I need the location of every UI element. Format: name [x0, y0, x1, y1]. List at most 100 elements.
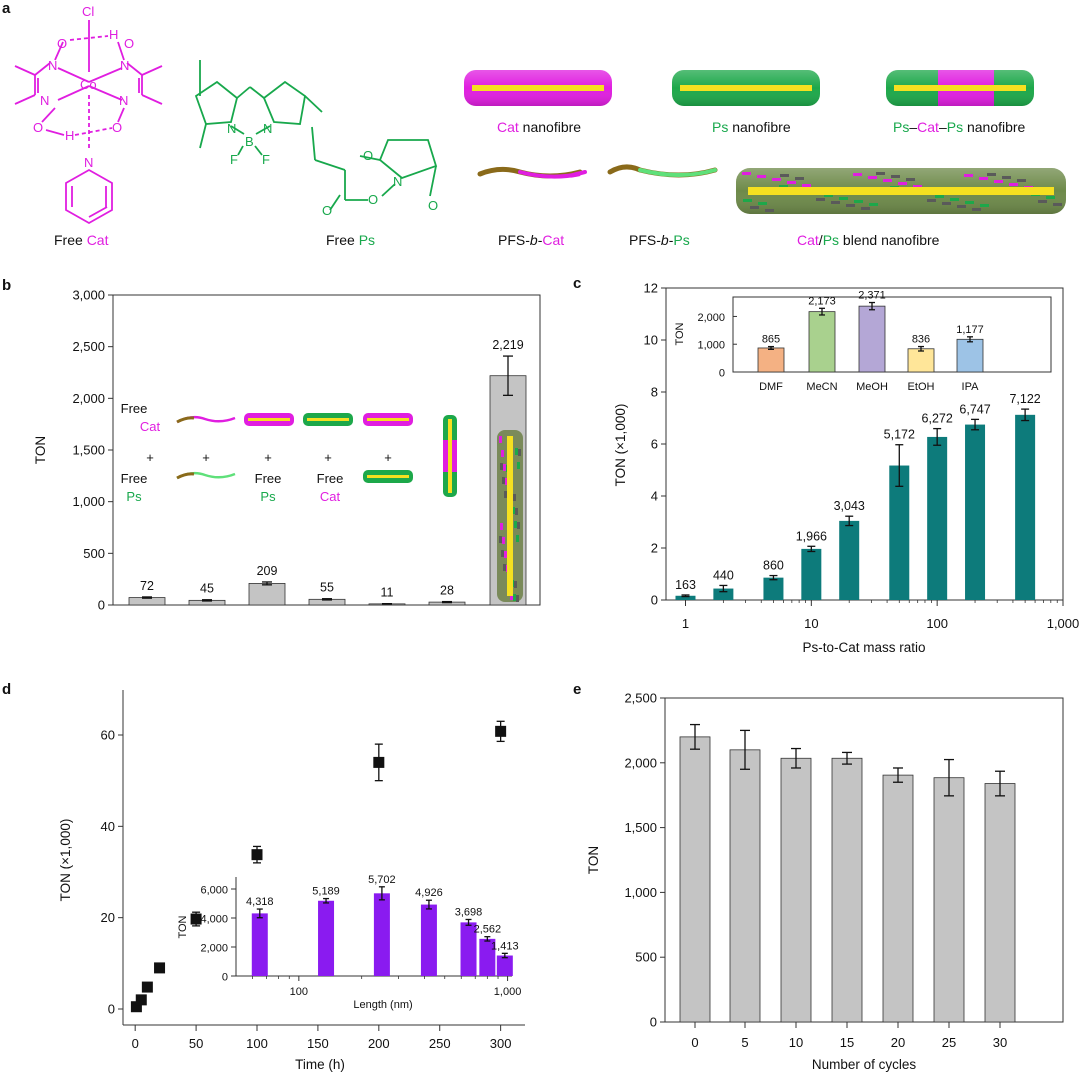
- inset-bar-value-label: 1,413: [491, 940, 519, 952]
- atom-label: F: [230, 152, 238, 167]
- y-axis: 0 20 40 60: [101, 728, 123, 1017]
- y-tick-label: 2,000: [72, 391, 105, 406]
- bar: [839, 520, 860, 600]
- atom-label: N: [120, 58, 129, 73]
- fibre-speckle: [1017, 179, 1026, 182]
- y-tick-label: 2,000: [200, 943, 228, 955]
- y-tick-label: 60: [101, 728, 115, 743]
- y-tick-label: 0: [719, 368, 725, 380]
- x-tick-label: 100: [246, 1036, 268, 1051]
- x-tick-label: 0: [691, 1035, 698, 1050]
- bar: [889, 465, 910, 600]
- legend-free-text: Free: [121, 471, 148, 486]
- y-tick-label: 12: [644, 281, 658, 296]
- bodipy-structure: [194, 60, 438, 211]
- fibre-speckle: [499, 436, 502, 443]
- panel-a-label: a: [2, 0, 11, 17]
- x-tick-label: 25: [942, 1035, 956, 1050]
- fibre-speckle: [502, 537, 505, 544]
- atom-label: O: [112, 120, 122, 135]
- inset-bar-value-label: 4,926: [415, 887, 443, 899]
- y-axis-label: TON: [586, 846, 601, 874]
- fibre-speckle: [906, 178, 915, 181]
- fibre-speckle: [972, 208, 981, 211]
- inset-bar: [460, 922, 477, 976]
- atom-label: O: [33, 120, 43, 135]
- inset-bar-value-label: 865: [762, 334, 780, 346]
- inset-y-axis-label: TON: [674, 322, 686, 345]
- fibre-speckle: [514, 581, 517, 588]
- atom-label: N: [119, 93, 128, 108]
- fibre-speckle: [957, 205, 966, 208]
- panel-d: d 0 20 40 60 0 50 100 150 200 250 300 TON (×1,000…: [2, 681, 525, 1072]
- x-tick-label: 250: [429, 1036, 451, 1051]
- atom-label: O: [428, 198, 438, 213]
- atom-label: N: [40, 93, 49, 108]
- ps-nanofibre-label: Ps nanofibre: [712, 119, 791, 135]
- legend-pfs-segment: [176, 472, 195, 480]
- fibre-speckle: [868, 176, 877, 179]
- atom-label: B: [245, 134, 254, 149]
- inset-x-tick-label: 1,000: [494, 986, 522, 998]
- legend-free-text: Free: [255, 471, 282, 486]
- fibre-speckle: [787, 181, 796, 184]
- bar: [933, 777, 965, 1023]
- y-tick-label: 2,500: [624, 691, 657, 706]
- fibre-speckle: [898, 182, 907, 185]
- y-tick-label: 1,000: [624, 885, 657, 900]
- fibre-speckle: [913, 185, 922, 188]
- fibre-speckle: [503, 564, 506, 571]
- free-ps-label: Free Ps: [326, 232, 375, 248]
- fibre-speckle: [504, 551, 507, 558]
- y-tick-label: 4: [651, 489, 658, 504]
- inset-bar-value-label: 5,189: [312, 886, 340, 898]
- legend-core: [507, 436, 513, 596]
- fibre-speckle: [502, 477, 505, 484]
- scatter-series: [130, 720, 507, 1013]
- panel-c-label: c: [573, 275, 581, 292]
- legend-ps-text: Ps: [126, 489, 142, 504]
- panel-c: c 0 2 4 6 8 10 12 1 10 100 1,000 TON (×1,000) Ps-…: [573, 275, 1079, 655]
- fibre-speckle: [869, 203, 878, 206]
- fibre-speckle: [513, 594, 516, 601]
- x-tick-label: 1,000: [1047, 616, 1080, 631]
- x-tick-label: 100: [926, 616, 948, 631]
- inset-bar-value-label: 4,318: [246, 896, 274, 908]
- x-tick-label: 5: [741, 1035, 748, 1050]
- panel-d-label: d: [2, 681, 11, 698]
- data-point: [154, 962, 166, 974]
- ps-cat-ps-nanofibre-illustration: [886, 70, 1034, 106]
- inset-x-tick-label: 100: [290, 986, 308, 998]
- inset-category-label: IPA: [962, 381, 980, 393]
- fibre-speckle: [891, 175, 900, 178]
- fibre-speckle: [501, 450, 504, 457]
- inset-bar: [757, 347, 785, 373]
- y-tick-label: 500: [83, 546, 105, 561]
- pfs-ps-label: PFS-b-Ps: [629, 232, 690, 248]
- atom-label: N: [84, 155, 93, 170]
- y-tick-label: 1,500: [624, 820, 657, 835]
- fibre-speckle: [518, 449, 521, 456]
- inset-bar-value-label: 3,698: [455, 906, 483, 918]
- inset-length: 0 2,000 4,000 6,000 100 1,000 TON Length (nm…: [177, 874, 521, 1011]
- inset-solvent: 0 1,000 2,000 TON 865 DMF 2,173 MeCN 2,371 MeOH…: [674, 290, 1052, 393]
- y-tick-label: 0: [651, 593, 658, 608]
- inset-bar: [420, 904, 437, 976]
- y-tick-label: 1,000: [72, 494, 105, 509]
- y-tick-label: 0: [222, 972, 228, 984]
- cat-nanofibre-illustration: [464, 70, 612, 106]
- panel-b: b 0 500 1,000 1,500 2,000 2,500 3,000 TON 72 45…: [2, 277, 541, 613]
- fibre-speckle: [772, 178, 781, 181]
- fibre-speckle: [824, 194, 833, 197]
- bar-value-label: 2,219: [492, 338, 523, 352]
- bodipy-atom-labels: N B N F F O O N O O: [227, 121, 438, 218]
- legend-core: [248, 418, 290, 421]
- fibre-speckle: [500, 523, 503, 530]
- x-tick-label: 20: [891, 1035, 905, 1050]
- bar: [763, 577, 784, 600]
- legend-free-text: Free: [121, 401, 148, 416]
- fibre-speckle: [503, 464, 506, 471]
- bar-value-label: 7,122: [1009, 392, 1040, 406]
- data-point: [135, 994, 147, 1006]
- inset-bar-value-label: 2,371: [858, 290, 886, 302]
